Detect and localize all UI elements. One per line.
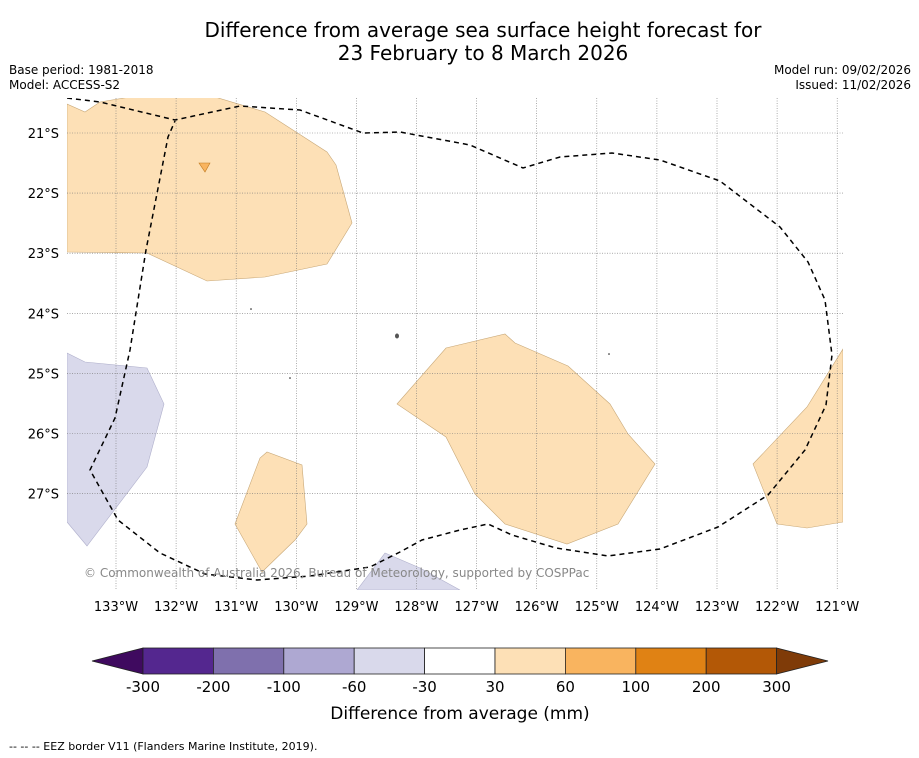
latitude-labels: 21°S 22°S 23°S 24°S 25°S 26°S 27°S	[28, 127, 59, 503]
anomaly-region-west-negative	[67, 352, 165, 547]
colorbar-swatch	[635, 647, 707, 675]
lon-label: 130°W	[274, 600, 318, 615]
colorbar-swatch	[283, 647, 355, 675]
gridlines	[67, 98, 843, 590]
eez-legend-note: -- -- -- EEZ border V11 (Flanders Marine…	[9, 740, 318, 753]
colorbar-tick-label: -60	[342, 678, 367, 696]
anomaly-region-south-negative	[356, 552, 461, 590]
model-label: Model: ACCESS-S2	[9, 78, 121, 92]
lat-label: 24°S	[28, 307, 59, 322]
anomaly-region-small-orange	[198, 162, 211, 173]
lon-label: 128°W	[394, 600, 438, 615]
lat-label: 27°S	[28, 488, 59, 503]
colorbar-tick-label: 300	[762, 678, 791, 696]
lon-label: 131°W	[214, 600, 258, 615]
lon-label: 126°W	[515, 600, 559, 615]
island-marker	[395, 333, 399, 339]
map-area: © Commonwealth of Australia 2026, Bureau…	[67, 98, 843, 590]
colorbar-tick-label: 30	[485, 678, 504, 696]
title-line-1: Difference from average sea surface heig…	[204, 18, 762, 42]
anomaly-region-northwest	[67, 98, 353, 282]
colorbar-swatches	[91, 647, 829, 675]
lon-label: 122°W	[755, 600, 799, 615]
chart-title: Difference from average sea surface heig…	[0, 19, 919, 65]
lon-label: 125°W	[575, 600, 619, 615]
island-marker	[608, 353, 610, 355]
colorbar-extend-high	[776, 647, 829, 675]
colorbar-tick-label: 100	[621, 678, 650, 696]
watermark: © Commonwealth of Australia 2026, Bureau…	[84, 566, 589, 580]
map-figure: © Commonwealth of Australia 2026, Bureau…	[28, 98, 860, 724]
colorbar: -300 -200 -100 -60 -30 30 60 100 200 300 Differen…	[91, 647, 829, 724]
title-line-2: 23 February to 8 March 2026	[337, 41, 629, 65]
colorbar-tick-label: -100	[267, 678, 301, 696]
lon-label: 133°W	[94, 600, 138, 615]
colorbar-swatch	[353, 647, 426, 675]
colorbar-tick-label: -30	[412, 678, 437, 696]
colorbar-swatch	[424, 647, 496, 675]
colorbar-ticks: -300 -200 -100 -60 -30 30 60 100 200 300	[126, 678, 791, 696]
anomaly-region-central	[396, 333, 656, 545]
lat-label: 25°S	[28, 367, 59, 382]
lon-label: 121°W	[815, 600, 859, 615]
anomaly-region-south-small	[234, 451, 308, 573]
lon-label: 127°W	[455, 600, 499, 615]
colorbar-tick-label: -300	[126, 678, 160, 696]
colorbar-tick-label: -200	[196, 678, 230, 696]
lat-label: 26°S	[28, 428, 59, 443]
base-period-label: Base period: 1981-2018	[9, 63, 154, 77]
lon-label: 129°W	[334, 600, 378, 615]
island-marker	[250, 308, 252, 310]
info-right: Model run: 09/02/2026 Issued: 11/02/2026	[774, 63, 911, 93]
lon-label: 123°W	[695, 600, 739, 615]
lon-label: 132°W	[154, 600, 198, 615]
island-marker	[289, 377, 291, 379]
lat-label: 22°S	[28, 187, 59, 202]
colorbar-swatch	[494, 647, 566, 675]
colorbar-label: Difference from average (mm)	[330, 704, 589, 724]
model-run-label: Model run: 09/02/2026	[773, 63, 911, 77]
colorbar-tick-label: 200	[692, 678, 721, 696]
info-left: Base period: 1981-2018 Model: ACCESS-S2	[9, 63, 154, 93]
colorbar-swatch	[212, 647, 285, 675]
lat-label: 23°S	[28, 247, 59, 262]
colorbar-swatch	[705, 647, 778, 675]
lon-label: 124°W	[635, 600, 679, 615]
colorbar-extend-low	[91, 647, 144, 675]
eez-border	[67, 98, 833, 581]
colorbar-tick-label: 60	[556, 678, 575, 696]
lat-label: 21°S	[28, 127, 59, 142]
longitude-labels: 133°W 132°W 131°W 130°W 129°W 128°W 127°W 126°W…	[94, 600, 860, 615]
colorbar-swatch	[565, 647, 637, 675]
issued-label: Issued: 11/02/2026	[795, 78, 911, 92]
colorbar-swatch	[142, 647, 214, 675]
